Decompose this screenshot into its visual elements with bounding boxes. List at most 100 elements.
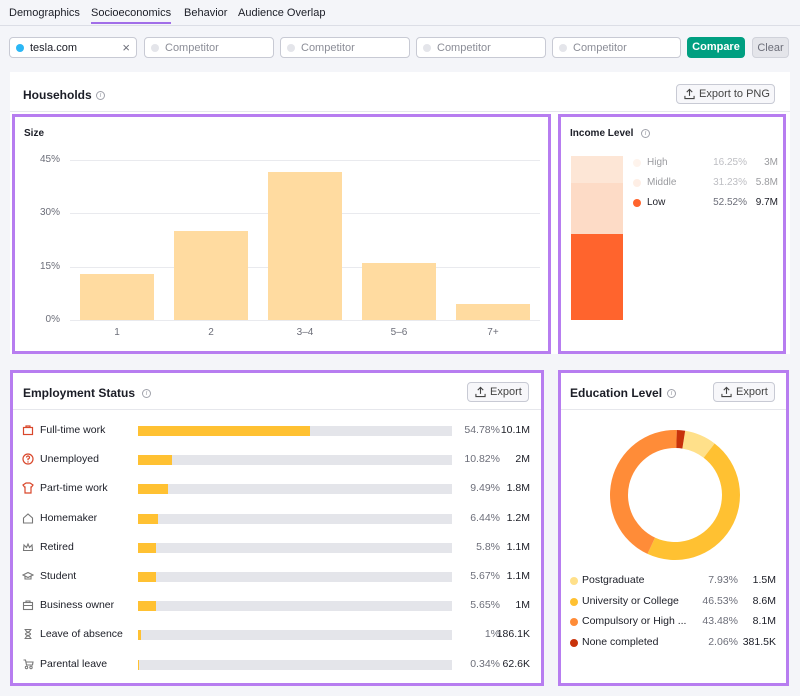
donut-slice[interactable]: [610, 430, 677, 554]
employment-bar-fill: [138, 601, 156, 612]
legend-dot-icon: [633, 199, 641, 207]
employment-row[interactable]: Student 5.67% 1.1M: [12, 568, 542, 586]
education-legend-row[interactable]: Compulsory or High ... 43.48% 8.1M: [560, 615, 788, 631]
graduation-cap-icon: [22, 571, 34, 580]
employment-percent: 9.49%: [470, 482, 500, 495]
compare-button[interactable]: Compare: [687, 37, 745, 58]
size-bar[interactable]: [362, 263, 436, 320]
employment-value: 10.1M: [500, 424, 530, 436]
education-panel: Education Level i Export Postgraduate 7.9…: [560, 372, 788, 684]
income-legend-row[interactable]: Middle 31.23% 5.8M: [630, 177, 780, 191]
export-label: Export: [490, 386, 522, 398]
employment-percent: 5.67%: [470, 570, 500, 582]
employment-row[interactable]: Business owner 5.65% 1M: [12, 597, 542, 615]
employment-label: Full-time work: [40, 424, 106, 436]
income-segment-low[interactable]: [571, 233, 623, 320]
upload-icon: [684, 88, 695, 100]
competitor-input-1[interactable]: Competitor: [144, 37, 274, 58]
shirt-icon: [22, 482, 34, 494]
size-chart-frame: [12, 114, 551, 354]
upload-icon: [721, 386, 732, 398]
income-legend-row[interactable]: Low 52.52% 9.7M: [630, 197, 780, 211]
employment-bar-track: [138, 659, 452, 670]
employment-percent: 5.65%: [470, 599, 500, 612]
clear-domain-icon[interactable]: ×: [122, 40, 130, 55]
competitor-input-3[interactable]: Competitor: [416, 37, 546, 58]
employment-bar-fill: [138, 659, 140, 670]
employment-label: Retired: [40, 540, 74, 553]
income-legend-value: 9.7M: [755, 197, 778, 208]
employment-bar-track: [138, 630, 452, 641]
employment-bar-track: [138, 484, 452, 495]
employment-row[interactable]: Part-time work 9.49% 1.8M: [12, 480, 542, 498]
education-value: 8.6M: [752, 594, 776, 607]
employment-value: 1.8M: [506, 482, 530, 495]
income-legend-value: 5.8M: [755, 177, 778, 188]
education-legend-row[interactable]: University or College 46.53% 8.6M: [560, 595, 788, 611]
employment-percent: 54.78%: [464, 424, 500, 436]
employment-label: Homemaker: [40, 511, 98, 524]
donut-slice[interactable]: [647, 443, 740, 560]
income-legend-row[interactable]: High 16.25% 3M: [630, 157, 780, 171]
competitor-dot-icon: [423, 44, 431, 52]
income-legend-name: High: [647, 157, 668, 168]
education-export-button[interactable]: Export: [713, 382, 775, 402]
export-png-button[interactable]: Export to PNG: [676, 84, 775, 104]
education-label: None completed: [582, 635, 659, 648]
employment-row[interactable]: Leave of absence 1% 186.1K: [12, 626, 542, 644]
home-icon: [22, 512, 34, 524]
size-bar[interactable]: [456, 304, 530, 320]
income-legend-name: Low: [647, 197, 666, 208]
tab-bar: Demographics Socioeconomics Behavior Aud…: [0, 0, 800, 26]
employment-row[interactable]: Parental leave 0.34% 62.6K: [12, 656, 542, 674]
domain-input[interactable]: tesla.com ×: [9, 37, 137, 58]
y-tick-label: 30%: [39, 207, 60, 219]
employment-export-button[interactable]: Export: [467, 382, 529, 402]
info-icon[interactable]: i: [142, 389, 151, 398]
donut-slice[interactable]: [682, 430, 715, 458]
income-segment-high[interactable]: [571, 156, 623, 183]
tab-behavior[interactable]: Behavior: [184, 7, 228, 19]
employment-row[interactable]: Retired 5.8% 1.1M: [12, 539, 542, 557]
education-frame: [558, 370, 789, 686]
legend-dot-icon: [570, 577, 578, 585]
income-legend-value: 3M: [764, 157, 778, 168]
competitor-placeholder: Competitor: [301, 42, 355, 54]
employment-row[interactable]: Full-time work 54.78% 10.1M: [12, 422, 542, 440]
education-legend-row[interactable]: None completed 2.06% 381.5K: [560, 636, 788, 652]
employment-bar-track: [138, 513, 452, 524]
employment-row[interactable]: Unemployed 10.82% 2M: [12, 451, 542, 469]
info-icon[interactable]: i: [641, 129, 650, 138]
tab-socioeconomics[interactable]: Socioeconomics: [91, 7, 172, 24]
upload-icon: [475, 386, 486, 398]
clear-button[interactable]: Clear: [752, 37, 789, 58]
employment-row[interactable]: Homemaker 6.44% 1.2M: [12, 510, 542, 528]
education-value: 8.1M: [752, 615, 776, 627]
competitor-input-4[interactable]: Competitor: [552, 37, 681, 58]
employment-frame: [10, 370, 544, 686]
donut-slice[interactable]: [676, 430, 686, 449]
competitor-placeholder: Competitor: [165, 42, 219, 54]
education-percent: 43.48%: [702, 615, 738, 627]
size-bar[interactable]: [268, 172, 342, 320]
size-bar[interactable]: [174, 231, 248, 320]
education-label: Compulsory or High ...: [582, 615, 687, 627]
income-segment-middle[interactable]: [571, 182, 623, 234]
info-icon[interactable]: i: [96, 91, 105, 100]
competitor-input-2[interactable]: Competitor: [280, 37, 410, 58]
education-legend-row[interactable]: Postgraduate 7.93% 1.5M: [560, 574, 788, 590]
tab-audience-overlap[interactable]: Audience Overlap: [238, 7, 326, 19]
info-icon[interactable]: i: [667, 389, 676, 398]
tab-demographics[interactable]: Demographics: [9, 7, 80, 19]
legend-dot-icon: [570, 638, 578, 647]
legend-dot-icon: [633, 179, 641, 187]
legend-dot-icon: [570, 618, 578, 626]
domain-dot-icon: [16, 44, 24, 52]
income-legend-percent: 16.25%: [713, 157, 747, 168]
x-tick-label: 7+: [487, 327, 499, 338]
income-chart-frame: [558, 114, 786, 354]
employment-value: 1M: [515, 599, 530, 612]
size-bar[interactable]: [80, 273, 154, 320]
households-header: Households i Export to PNG: [10, 72, 790, 112]
competitor-dot-icon: [151, 44, 159, 52]
